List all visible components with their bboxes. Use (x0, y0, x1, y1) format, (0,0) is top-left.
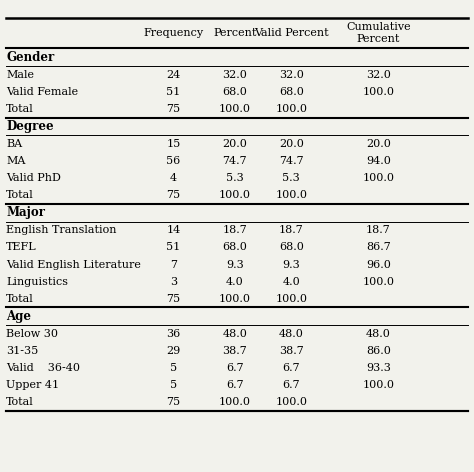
Text: 56: 56 (166, 156, 181, 166)
Text: 75: 75 (166, 104, 181, 114)
Text: 24: 24 (166, 70, 181, 80)
Text: 74.7: 74.7 (222, 156, 247, 166)
Text: Upper 41: Upper 41 (6, 380, 59, 390)
Text: 86.0: 86.0 (366, 346, 391, 356)
Text: 86.7: 86.7 (366, 243, 391, 253)
Text: 18.7: 18.7 (279, 225, 303, 235)
Text: 75: 75 (166, 397, 181, 407)
Text: 100.0: 100.0 (362, 173, 394, 183)
Text: 38.7: 38.7 (222, 346, 247, 356)
Text: 96.0: 96.0 (366, 260, 391, 270)
Text: 6.7: 6.7 (283, 380, 300, 390)
Text: 68.0: 68.0 (222, 87, 247, 97)
Text: 100.0: 100.0 (362, 87, 394, 97)
Text: 14: 14 (166, 225, 181, 235)
Text: 68.0: 68.0 (279, 87, 304, 97)
Text: 75: 75 (166, 294, 181, 304)
Text: MA: MA (6, 156, 26, 166)
Text: 51: 51 (166, 87, 181, 97)
Text: 36: 36 (166, 329, 181, 339)
Text: Gender: Gender (6, 51, 55, 64)
Text: English Translation: English Translation (6, 225, 117, 235)
Text: Valid English Literature: Valid English Literature (6, 260, 141, 270)
Text: 6.7: 6.7 (226, 363, 244, 373)
Text: Valid    36-40: Valid 36-40 (6, 363, 80, 373)
Text: 100.0: 100.0 (219, 397, 251, 407)
Text: Degree: Degree (6, 120, 54, 133)
Text: 32.0: 32.0 (222, 70, 247, 80)
Text: Valid Female: Valid Female (6, 87, 78, 97)
Text: 20.0: 20.0 (222, 139, 247, 149)
Text: 6.7: 6.7 (283, 363, 300, 373)
Text: 5.3: 5.3 (283, 173, 300, 183)
Text: 94.0: 94.0 (366, 156, 391, 166)
Text: 48.0: 48.0 (279, 329, 304, 339)
Text: 75: 75 (166, 190, 181, 200)
Text: 32.0: 32.0 (366, 70, 391, 80)
Text: 18.7: 18.7 (222, 225, 247, 235)
Text: 100.0: 100.0 (219, 294, 251, 304)
Text: 4: 4 (170, 173, 177, 183)
Text: 100.0: 100.0 (275, 190, 307, 200)
Text: 68.0: 68.0 (222, 243, 247, 253)
Text: Cumulative
Percent: Cumulative Percent (346, 22, 410, 44)
Text: Age: Age (6, 310, 31, 323)
Text: 100.0: 100.0 (219, 190, 251, 200)
Text: 48.0: 48.0 (366, 329, 391, 339)
Text: Major: Major (6, 206, 45, 219)
Text: 31-35: 31-35 (6, 346, 38, 356)
Text: 51: 51 (166, 243, 181, 253)
Text: 4.0: 4.0 (226, 277, 244, 287)
Text: Linguistics: Linguistics (6, 277, 68, 287)
Text: Percent: Percent (213, 28, 256, 38)
Text: 20.0: 20.0 (366, 139, 391, 149)
Text: 9.3: 9.3 (283, 260, 300, 270)
Text: 4.0: 4.0 (283, 277, 300, 287)
Text: 100.0: 100.0 (275, 294, 307, 304)
Text: 100.0: 100.0 (275, 104, 307, 114)
Text: Below 30: Below 30 (6, 329, 58, 339)
Text: 38.7: 38.7 (279, 346, 303, 356)
Text: 93.3: 93.3 (366, 363, 391, 373)
Text: 29: 29 (166, 346, 181, 356)
Text: 100.0: 100.0 (219, 104, 251, 114)
Text: Total: Total (6, 104, 34, 114)
Text: 48.0: 48.0 (222, 329, 247, 339)
Text: 5.3: 5.3 (226, 173, 244, 183)
Text: 6.7: 6.7 (226, 380, 244, 390)
Text: 100.0: 100.0 (362, 380, 394, 390)
Text: Total: Total (6, 397, 34, 407)
Text: 15: 15 (166, 139, 181, 149)
Text: TEFL: TEFL (6, 243, 36, 253)
Text: BA: BA (6, 139, 22, 149)
Text: 74.7: 74.7 (279, 156, 303, 166)
Text: Male: Male (6, 70, 34, 80)
Text: 3: 3 (170, 277, 177, 287)
Text: 5: 5 (170, 363, 177, 373)
Text: 9.3: 9.3 (226, 260, 244, 270)
Text: 18.7: 18.7 (366, 225, 391, 235)
Text: Total: Total (6, 190, 34, 200)
Text: Frequency: Frequency (143, 28, 203, 38)
Text: 100.0: 100.0 (275, 397, 307, 407)
Text: 32.0: 32.0 (279, 70, 304, 80)
Text: Valid PhD: Valid PhD (6, 173, 61, 183)
Text: 5: 5 (170, 380, 177, 390)
Text: 68.0: 68.0 (279, 243, 304, 253)
Text: 100.0: 100.0 (362, 277, 394, 287)
Text: Valid Percent: Valid Percent (254, 28, 328, 38)
Text: 7: 7 (170, 260, 177, 270)
Text: 20.0: 20.0 (279, 139, 304, 149)
Text: Total: Total (6, 294, 34, 304)
